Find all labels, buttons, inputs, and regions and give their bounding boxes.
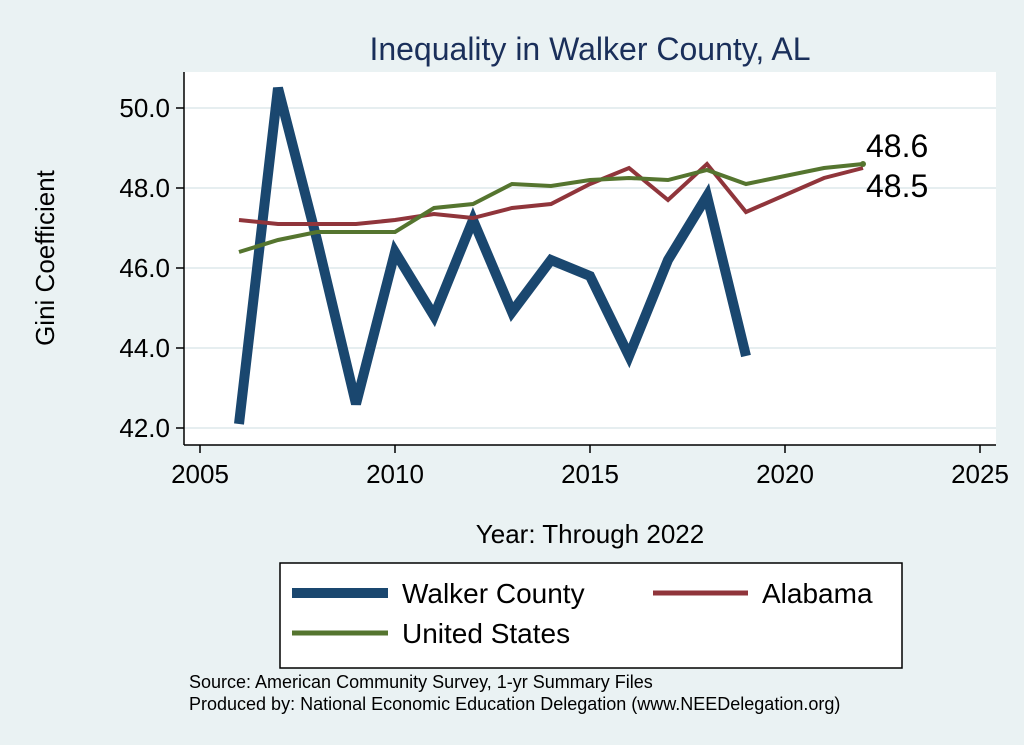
legend-label-walker-county: Walker County: [402, 578, 585, 609]
series-line-walker-county: [234, 86, 751, 425]
legend-label-united-states: United States: [402, 618, 570, 649]
legend-item-alabama: Alabama: [653, 578, 873, 609]
series-line-alabama: [238, 161, 864, 226]
end-label-united-states: 48.6: [866, 128, 928, 164]
y-tick-label: 50.0: [119, 93, 170, 123]
x-tick-label: 2005: [171, 459, 229, 489]
legend: Walker County Alabama United States: [279, 562, 903, 669]
x-tick-label: 2025: [951, 459, 1009, 489]
legend-item-united-states: United States: [292, 618, 570, 649]
legend-label-alabama: Alabama: [762, 578, 873, 609]
source-line-1: Source: American Community Survey, 1-yr …: [189, 672, 653, 692]
end-point-marker: [860, 161, 866, 167]
y-tick-label: 48.0: [119, 173, 170, 203]
y-tick-label: 44.0: [119, 333, 170, 363]
series-line-united-states: [238, 162, 864, 254]
series-lines: [234, 86, 866, 425]
y-ticks: 42.0 44.0 46.0 48.0 50.0: [119, 93, 184, 443]
source-line-2: Produced by: National Economic Education…: [189, 694, 840, 714]
chart-title: Inequality in Walker County, AL: [369, 31, 810, 67]
legend-box: [279, 562, 903, 669]
end-labels: 48.6 48.5: [866, 128, 928, 204]
x-tick-label: 2010: [366, 459, 424, 489]
x-tick-label: 2020: [756, 459, 814, 489]
end-label-alabama: 48.5: [866, 168, 928, 204]
legend-item-walker-county: Walker County: [292, 578, 585, 609]
x-ticks: 2005 2010 2015 2020 2025: [171, 445, 1009, 489]
y-tick-label: 46.0: [119, 253, 170, 283]
x-axis-title: Year: Through 2022: [476, 519, 704, 549]
y-axis-title: Gini Coefficient: [30, 169, 60, 346]
y-tick-label: 42.0: [119, 413, 170, 443]
x-tick-label: 2015: [561, 459, 619, 489]
